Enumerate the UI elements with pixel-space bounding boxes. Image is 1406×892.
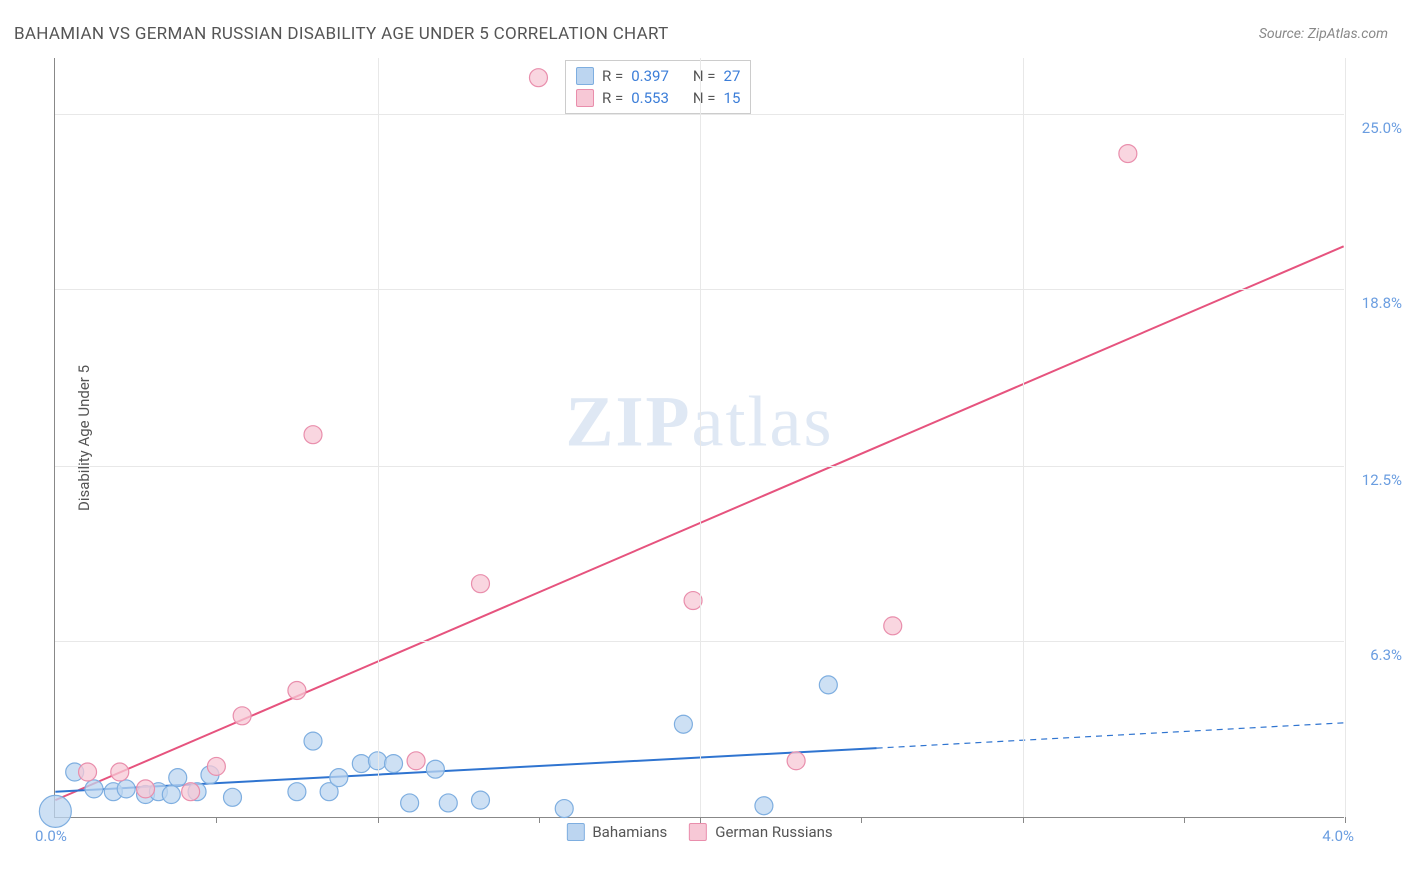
- y-tick-label: 18.8%: [1352, 294, 1402, 312]
- stats-row-bahamians: R = 0.397 N = 27: [576, 65, 740, 87]
- x-axis-tick: [216, 817, 217, 823]
- stats-r-prefix: R =: [602, 87, 623, 109]
- legend-item-bahamians: Bahamians: [566, 823, 667, 841]
- scatter-point-german-russians: [529, 69, 547, 87]
- scatter-point-bahamians: [169, 769, 187, 787]
- chart-plot-area: Disability Age Under 5 ZIPatlas R = 0.39…: [54, 58, 1344, 818]
- scatter-point-bahamians: [224, 788, 242, 806]
- scatter-point-german-russians: [182, 783, 200, 801]
- scatter-point-german-russians: [79, 763, 97, 781]
- scatter-point-german-russians: [288, 682, 306, 700]
- series-legend: Bahamians German Russians: [566, 823, 832, 841]
- stats-n-bahamians: 27: [724, 65, 741, 87]
- scatter-point-bahamians: [117, 780, 135, 798]
- gridline-vertical: [1345, 58, 1346, 817]
- y-tick-label: 25.0%: [1352, 119, 1402, 137]
- scatter-point-german-russians: [304, 426, 322, 444]
- x-axis-tick: [861, 817, 862, 823]
- scatter-point-german-russians: [137, 780, 155, 798]
- x-axis-tick: [1023, 817, 1024, 823]
- x-axis-tick: [700, 817, 701, 823]
- scatter-point-bahamians: [819, 676, 837, 694]
- x-axis-origin-label: 0.0%: [35, 827, 67, 845]
- gridline-vertical: [378, 58, 379, 817]
- scatter-point-bahamians: [674, 715, 692, 733]
- x-axis-tick: [1184, 817, 1185, 823]
- stats-n-german-russians: 15: [724, 87, 741, 109]
- scatter-point-bahamians: [439, 794, 457, 812]
- scatter-point-german-russians: [472, 575, 490, 593]
- scatter-point-bahamians: [288, 783, 306, 801]
- stats-swatch-bahamians: [576, 67, 594, 85]
- scatter-point-german-russians: [233, 707, 251, 725]
- scatter-point-bahamians: [304, 732, 322, 750]
- legend-swatch-german-russians: [689, 823, 707, 841]
- scatter-point-bahamians: [755, 797, 773, 815]
- scatter-point-german-russians: [111, 763, 129, 781]
- stats-row-german-russians: R = 0.553 N = 15: [576, 87, 740, 109]
- scatter-point-bahamians: [472, 791, 490, 809]
- x-axis-max-label: 4.0%: [1322, 827, 1354, 845]
- gridline-vertical: [700, 58, 701, 817]
- scatter-point-bahamians: [39, 795, 71, 827]
- scatter-point-bahamians: [555, 800, 573, 818]
- chart-title: BAHAMIAN VS GERMAN RUSSIAN DISABILITY AG…: [14, 24, 669, 44]
- scatter-point-bahamians: [330, 769, 348, 787]
- x-axis-tick: [539, 817, 540, 823]
- legend-label-german-russians: German Russians: [715, 823, 832, 841]
- stats-r-german-russians: 0.553: [631, 87, 669, 109]
- scatter-point-bahamians: [162, 786, 180, 804]
- scatter-point-german-russians: [787, 752, 805, 770]
- stats-r-prefix: R =: [602, 65, 623, 87]
- scatter-point-bahamians: [426, 760, 444, 778]
- y-tick-label: 6.3%: [1352, 646, 1402, 664]
- gridline-vertical: [1023, 58, 1024, 817]
- scatter-point-bahamians: [401, 794, 419, 812]
- x-axis-tick: [378, 817, 379, 823]
- stats-r-bahamians: 0.397: [631, 65, 669, 87]
- scatter-point-bahamians: [85, 780, 103, 798]
- stats-n-prefix: N =: [693, 87, 716, 109]
- stats-n-prefix: N =: [693, 65, 716, 87]
- legend-swatch-bahamians: [566, 823, 584, 841]
- scatter-point-german-russians: [884, 617, 902, 635]
- stats-swatch-german-russians: [576, 89, 594, 107]
- scatter-point-bahamians: [352, 755, 370, 773]
- correlation-stats-legend: R = 0.397 N = 27 R = 0.553 N = 15: [565, 60, 751, 114]
- legend-item-german-russians: German Russians: [689, 823, 832, 841]
- scatter-point-bahamians: [385, 755, 403, 773]
- x-axis-tick: [1345, 817, 1346, 823]
- legend-label-bahamians: Bahamians: [592, 823, 667, 841]
- scatter-point-german-russians: [407, 752, 425, 770]
- scatter-point-german-russians: [1119, 145, 1137, 163]
- source-attribution: Source: ZipAtlas.com: [1259, 26, 1388, 42]
- scatter-point-german-russians: [207, 757, 225, 775]
- y-tick-label: 12.5%: [1352, 471, 1402, 489]
- trend-line-bahamians-extrapolated: [877, 723, 1344, 748]
